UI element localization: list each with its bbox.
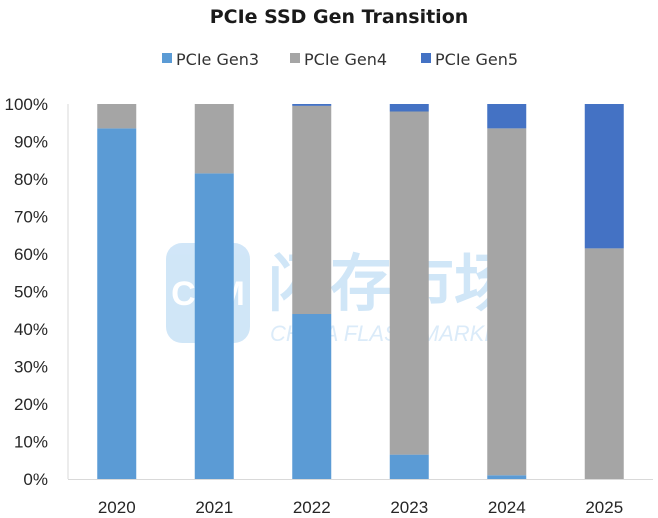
x-tick-label: 2022 xyxy=(293,498,331,517)
y-tick-label: 80% xyxy=(14,170,48,189)
x-tick-label: 2020 xyxy=(98,498,136,517)
x-tick-label: 2025 xyxy=(585,498,623,517)
legend: PCIe Gen3 PCIe Gen4 PCIe Gen5 xyxy=(162,50,518,69)
y-axis: 0% 10% 20% 30% 40% 50% 60% 70% 80% 90% 100% xyxy=(5,95,69,489)
x-tick-label: 2021 xyxy=(195,498,233,517)
x-tick-label: 2024 xyxy=(488,498,526,517)
y-tick-label: 40% xyxy=(14,320,48,339)
bar-2024-series-2 xyxy=(487,128,527,476)
bar-2024-series-1 xyxy=(487,475,527,479)
bar-2022-series-2 xyxy=(292,105,332,315)
y-tick-label: 20% xyxy=(14,395,48,414)
bar-2022-series-1 xyxy=(292,314,332,479)
bar-2021-series-2 xyxy=(194,104,234,174)
legend-label: PCIe Gen5 xyxy=(435,50,518,69)
y-tick-label: 70% xyxy=(14,208,48,227)
bar-2024-series-3 xyxy=(487,104,527,129)
x-tick-label: 2023 xyxy=(390,498,428,517)
y-tick-label: 90% xyxy=(14,133,48,152)
x-axis: 2020 2021 2022 2023 2024 2025 xyxy=(68,479,653,517)
y-tick-label: 10% xyxy=(14,433,48,452)
y-tick-label: 60% xyxy=(14,245,48,264)
bar-2023-series-3 xyxy=(389,104,429,112)
bar-2020-series-1 xyxy=(97,128,137,480)
legend-swatch xyxy=(421,53,431,63)
legend-swatch xyxy=(290,53,300,63)
bar-2025-series-2 xyxy=(584,248,624,480)
legend-label: PCIe Gen3 xyxy=(176,50,259,69)
bar-2023-series-2 xyxy=(389,111,429,455)
bar-2020-series-2 xyxy=(97,104,137,129)
y-tick-label: 50% xyxy=(14,283,48,302)
bar-2025-series-3 xyxy=(584,104,624,249)
bar-2023-series-1 xyxy=(389,454,429,480)
bars xyxy=(97,104,624,480)
y-tick-label: 0% xyxy=(23,470,48,489)
chart-title: PCIe SSD Gen Transition xyxy=(210,6,469,28)
y-tick-label: 100% xyxy=(5,95,48,114)
bar-2021-series-1 xyxy=(194,173,234,480)
bar-2022-series-3 xyxy=(292,104,332,106)
legend-label: PCIe Gen4 xyxy=(304,50,387,69)
y-tick-label: 30% xyxy=(14,358,48,377)
legend-swatch xyxy=(162,53,172,63)
